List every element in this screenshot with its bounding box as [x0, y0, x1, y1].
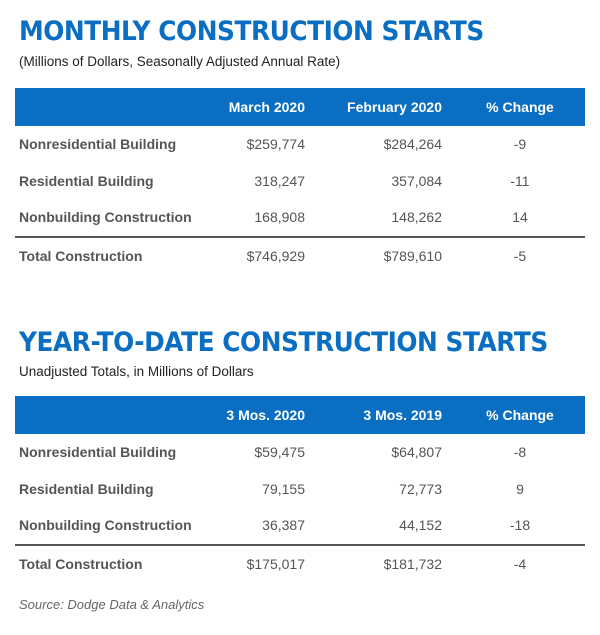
table-row-cell: $284,264 [383, 136, 442, 153]
table-header-cell: % Change [486, 407, 554, 423]
table-row-cell: $64,807 [391, 444, 442, 461]
total-row-cell: $789,610 [383, 247, 442, 264]
table-row-cell: 168,908 [254, 209, 305, 226]
total-row-cell: $746,929 [246, 247, 305, 264]
table-row-cell: 72,773 [399, 480, 442, 497]
table-row-cell: -18 [509, 517, 531, 534]
table-row-cell: 79,155 [262, 480, 305, 497]
ytd-title: YEAR-TO-DATE CONSTRUCTION STARTS [19, 327, 548, 358]
table-row-cell: $59,475 [254, 444, 305, 461]
table-row-cell: 14 [512, 209, 528, 226]
table-row-cell: 36,387 [262, 517, 305, 534]
monthly-subtitle: (Millions of Dollars, Seasonally Adjuste… [19, 54, 341, 69]
table-row-cell: -8 [513, 444, 527, 461]
table-row-cell: 9 [516, 480, 524, 497]
source-note: Source: Dodge Data & Analytics [19, 597, 205, 612]
table-row: Nonbuilding Construction 36,387 44,152 -18 [15, 507, 585, 544]
total-row-cell: Total Construction [19, 555, 143, 572]
table-row: Nonresidential Building $59,475 $64,807 -8 [15, 434, 585, 471]
table-row-cell: Residential Building [19, 172, 154, 189]
table-row-cell: -9 [513, 136, 527, 153]
table-row-cell: $259,774 [246, 136, 305, 153]
table-row-cell: Nonresidential Building [19, 136, 177, 153]
table-row-cell: Nonbuilding Construction [19, 209, 192, 226]
ytd-subtitle: Unadjusted Totals, in Millions of Dollar… [19, 364, 254, 379]
total-row-cell: $175,017 [246, 555, 305, 572]
table-row-cell: 318,247 [254, 172, 305, 189]
table-row-cell: Nonbuilding Construction [19, 517, 192, 534]
table-row: Residential Building 79,155 72,773 9 [15, 471, 585, 508]
total-row: Total Construction $746,929 $789,610 -5 [15, 235, 585, 275]
table-header: 3 Mos. 2020 3 Mos. 2019 % Change [15, 396, 585, 434]
table-header-cell: February 2020 [347, 99, 442, 115]
monthly-title: MONTHLY CONSTRUCTION STARTS [19, 16, 484, 47]
total-row-cell: -5 [513, 247, 527, 264]
total-row: Total Construction $175,017 $181,732 -4 [15, 543, 585, 583]
table-header-cell: 3 Mos. 2020 [226, 407, 305, 423]
total-row-cell: Total Construction [19, 247, 143, 264]
monthly-table: March 2020 February 2020 % Change Nonreside… [15, 88, 585, 274]
table-row-cell: -11 [510, 172, 530, 189]
table-row-cell: 44,152 [399, 517, 442, 534]
table-header-cell: 3 Mos. 2019 [363, 407, 442, 423]
table-row-cell: 148,262 [391, 209, 442, 226]
total-row-cell: $181,732 [383, 555, 442, 572]
ytd-table: 3 Mos. 2020 3 Mos. 2019 % Change Nonresiden… [15, 396, 585, 582]
total-row-cell: -4 [513, 555, 527, 572]
table-header: March 2020 February 2020 % Change [15, 88, 585, 126]
table-row: Nonresidential Building $259,774 $284,264 -… [15, 126, 585, 163]
table-row-cell: 357,084 [391, 172, 442, 189]
table-row: Nonbuilding Construction 168,908 148,262 14 [15, 199, 585, 236]
table-row-cell: Residential Building [19, 480, 154, 497]
table-header-cell: % Change [486, 99, 554, 115]
table-row-cell: Nonresidential Building [19, 444, 177, 461]
table-header-cell: March 2020 [228, 99, 305, 115]
table-row: Residential Building 318,247 357,084 -11 [15, 163, 585, 200]
